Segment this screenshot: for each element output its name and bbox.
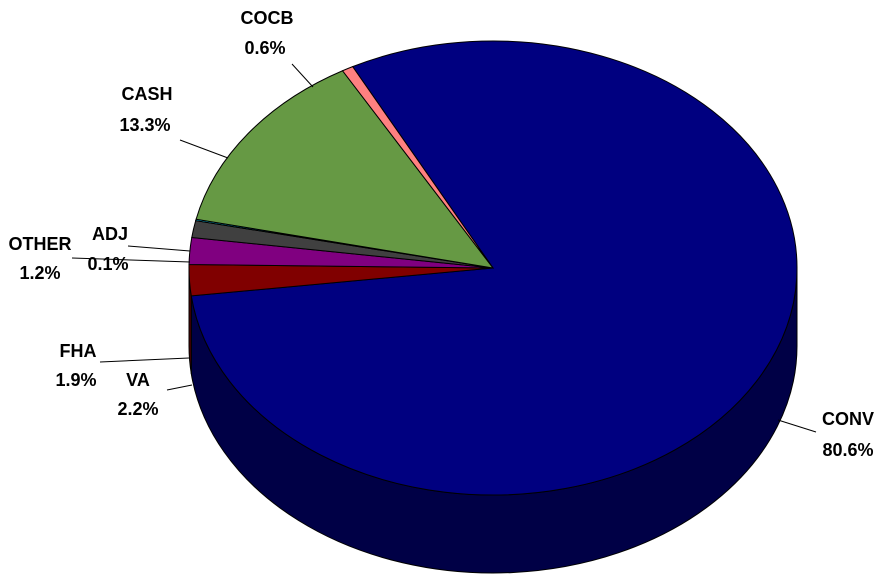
label-adj-pct: 0.1%	[87, 254, 128, 274]
label-conv-name: CONV	[822, 409, 874, 429]
slice-conv	[190, 40, 798, 496]
label-va-name: VA	[126, 370, 150, 390]
label-conv-pct: 80.6%	[822, 440, 873, 460]
label-other-pct: 1.2%	[19, 263, 60, 283]
label-cash-pct: 13.3%	[119, 115, 170, 135]
leader-line-cocb	[291, 63, 314, 88]
leader-line-conv	[777, 419, 817, 433]
leader-line-va	[166, 384, 193, 391]
label-cocb-pct: 0.6%	[244, 38, 285, 58]
leader-lines	[71, 63, 817, 433]
label-va-pct: 2.2%	[117, 399, 158, 419]
leader-line-other	[71, 257, 191, 263]
label-fha-pct: 1.9%	[55, 370, 96, 390]
leader-line-fha	[99, 357, 190, 363]
slice-cocb	[341, 66, 494, 269]
leader-line-adj	[127, 245, 191, 252]
pie-slices	[188, 40, 798, 496]
label-fha-name: FHA	[60, 341, 97, 361]
label-adj-name: ADJ	[92, 224, 128, 244]
slice-cash	[195, 70, 495, 269]
leader-line-cash	[179, 139, 229, 159]
slice-labels: COCB 0.6% CASH 13.3% ADJ 0.1% OTHER 1.2%…	[9, 8, 875, 460]
label-cocb-name: COCB	[241, 8, 294, 28]
label-cash-name: CASH	[121, 84, 172, 104]
label-other-name: OTHER	[9, 234, 72, 254]
